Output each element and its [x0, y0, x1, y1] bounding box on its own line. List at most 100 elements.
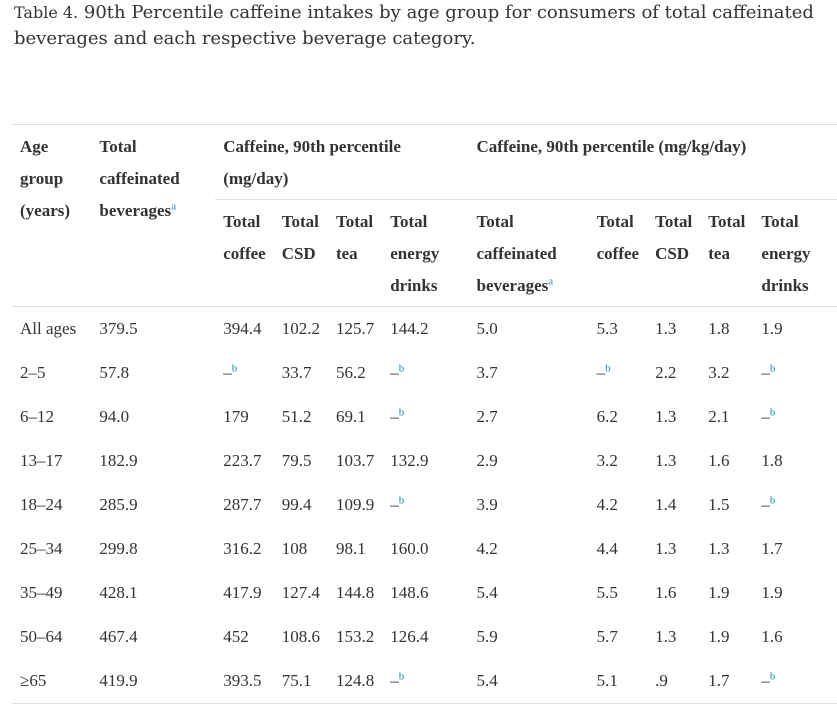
cell-tcb: 5.9	[476, 627, 498, 646]
suppressed-dash: –	[596, 363, 606, 382]
table-caption: Table 4. 90th Percentile caffeine intake…	[14, 0, 814, 52]
suppressed-dash: –	[761, 363, 770, 382]
header-group-mgday: Caffeine, 90th percentile (mg/day)	[215, 124, 469, 200]
suppressed-dash: –	[390, 495, 399, 514]
cell-coffee2: 3.2	[596, 451, 618, 470]
cell-coffee: 393.5	[215, 659, 274, 704]
cell-total: 94.0	[99, 407, 130, 426]
cell-coffee: 316.2	[223, 539, 262, 558]
cell-energy: 132.9	[390, 451, 429, 470]
table-row: 18–24 285.9 287.7 99.4 109.9 –b 3.9 4.2 1.4 1.5 –b	[12, 483, 837, 527]
cell-energy2: –b	[753, 351, 837, 395]
cell-total: 182.9	[99, 451, 138, 470]
table-body: All ages 379.5 394.4 102.2 125.7 144.2 5.0 5.3 1…	[12, 307, 837, 704]
cell-tea2: 1.6	[708, 451, 730, 470]
cell-csd2: 1.3	[655, 627, 677, 646]
cell-age: 6–12	[20, 407, 54, 426]
cell-tea2: 1.7	[700, 659, 754, 704]
cell-tea: 144.8	[335, 583, 375, 602]
cell-csd: 127.4	[281, 583, 320, 602]
cell-age: All ages	[20, 319, 77, 338]
footnote-b-link[interactable]: b	[769, 494, 776, 507]
footnote-a-link[interactable]: a	[171, 200, 177, 213]
table-header: Age group (years) Total caffeinated beve…	[12, 124, 837, 307]
cell-energy: –b	[382, 659, 469, 704]
suppressed-dash: –	[390, 407, 399, 426]
cell-tea: 69.1	[335, 407, 366, 426]
cell-csd: 33.7	[281, 363, 312, 382]
cell-tcb: 4.2	[476, 539, 498, 558]
subheader-tea: Total tea	[335, 212, 374, 263]
cell-energy2: –b	[753, 395, 837, 439]
subheader-coffee: Total coffee	[223, 212, 266, 263]
cell-csd2: .9	[647, 659, 701, 704]
footnote-b-link[interactable]: b	[398, 406, 405, 419]
table-row: All ages 379.5 394.4 102.2 125.7 144.2 5.0 5.3 1…	[12, 307, 837, 352]
cell-tea2: 1.3	[708, 539, 730, 558]
cell-tea2: 1.9	[708, 583, 730, 602]
cell-csd2: 2.2	[655, 363, 677, 382]
subheader-tcb: Total caffeinated beveragesa	[476, 212, 557, 295]
cell-energy: 126.4	[390, 627, 429, 646]
cell-tea2: 3.2	[708, 363, 730, 382]
cell-csd: 99.4	[281, 495, 312, 514]
cell-csd2: 1.3	[655, 451, 677, 470]
suppressed-dash: –	[390, 671, 399, 690]
suppressed-dash: –	[761, 495, 770, 514]
footnote-b-link[interactable]: b	[398, 362, 405, 375]
cell-age: 50–64	[20, 627, 63, 646]
cell-age: 18–24	[20, 495, 63, 514]
cell-tea: 125.7	[335, 319, 375, 338]
cell-energy: –b	[382, 395, 468, 439]
cell-tea: 153.2	[335, 627, 375, 646]
cell-coffee: 417.9	[223, 583, 262, 602]
cell-energy: 148.6	[390, 583, 429, 602]
cell-energy: –b	[382, 483, 468, 527]
footnote-b-link[interactable]: b	[398, 670, 405, 683]
cell-csd2: 1.3	[655, 319, 677, 338]
footnote-b-link[interactable]: b	[398, 494, 405, 507]
table-label: Table 4.	[14, 3, 79, 22]
cell-tea: 103.7	[335, 451, 375, 470]
cell-csd: 108.6	[281, 627, 320, 646]
subheader-csd: Total CSD	[281, 212, 319, 263]
footnote-b-link[interactable]: b	[769, 406, 776, 419]
cell-energy2: 1.8	[761, 451, 783, 470]
cell-coffee: –b	[215, 351, 273, 395]
cell-coffee: 394.4	[223, 319, 262, 338]
footnote-b-link[interactable]: b	[231, 362, 238, 375]
cell-csd: 102.2	[281, 319, 320, 338]
cell-age: ≥65	[12, 659, 92, 704]
cell-tea: 98.1	[335, 539, 366, 558]
suppressed-dash: –	[223, 363, 232, 382]
cell-total: 57.8	[99, 363, 130, 382]
footnote-a-link[interactable]: a	[548, 275, 554, 288]
footnote-b-link[interactable]: b	[769, 362, 776, 375]
cell-coffee2: 4.4	[596, 539, 618, 558]
cell-energy2: 1.9	[761, 583, 783, 602]
cell-energy2: 1.9	[761, 319, 783, 338]
cell-coffee: 452	[223, 627, 249, 646]
footnote-b-link[interactable]: b	[605, 362, 611, 375]
cell-coffee: 179	[223, 407, 249, 426]
cell-energy: –b	[382, 351, 468, 395]
suppressed-dash: –	[390, 363, 399, 382]
cell-tea2: 1.5	[708, 495, 730, 514]
caffeine-table: Age group (years) Total caffeinated beve…	[12, 124, 837, 704]
table-row: 2–5 57.8 –b 33.7 56.2 –b 3.7 –b 2.2 3.2 –b	[12, 351, 837, 395]
cell-total: 299.8	[99, 539, 138, 558]
header-age: Age group (years)	[20, 137, 71, 220]
cell-total: 379.5	[99, 319, 138, 338]
footnote-b-link[interactable]: b	[769, 670, 776, 683]
cell-age: 35–49	[20, 583, 63, 602]
table-row: 6–12 94.0 179 51.2 69.1 –b 2.7 6.2 1.3 2.1 –b	[12, 395, 837, 439]
cell-energy: 160.0	[390, 539, 429, 558]
cell-tcb: 3.9	[476, 495, 498, 514]
cell-energy2: 1.6	[761, 627, 783, 646]
cell-tcb: 5.0	[476, 319, 498, 338]
cell-tea2: 2.1	[708, 407, 730, 426]
subheader-tea-kg: Total tea	[708, 212, 746, 263]
header-group-mgkgday: Caffeine, 90th percentile (mg/kg/day)	[468, 124, 837, 200]
cell-tcb: 5.4	[468, 659, 589, 704]
table-row: 35–49 428.1 417.9 127.4 144.8 148.6 5.4 5.5 1.6 1…	[12, 571, 837, 615]
